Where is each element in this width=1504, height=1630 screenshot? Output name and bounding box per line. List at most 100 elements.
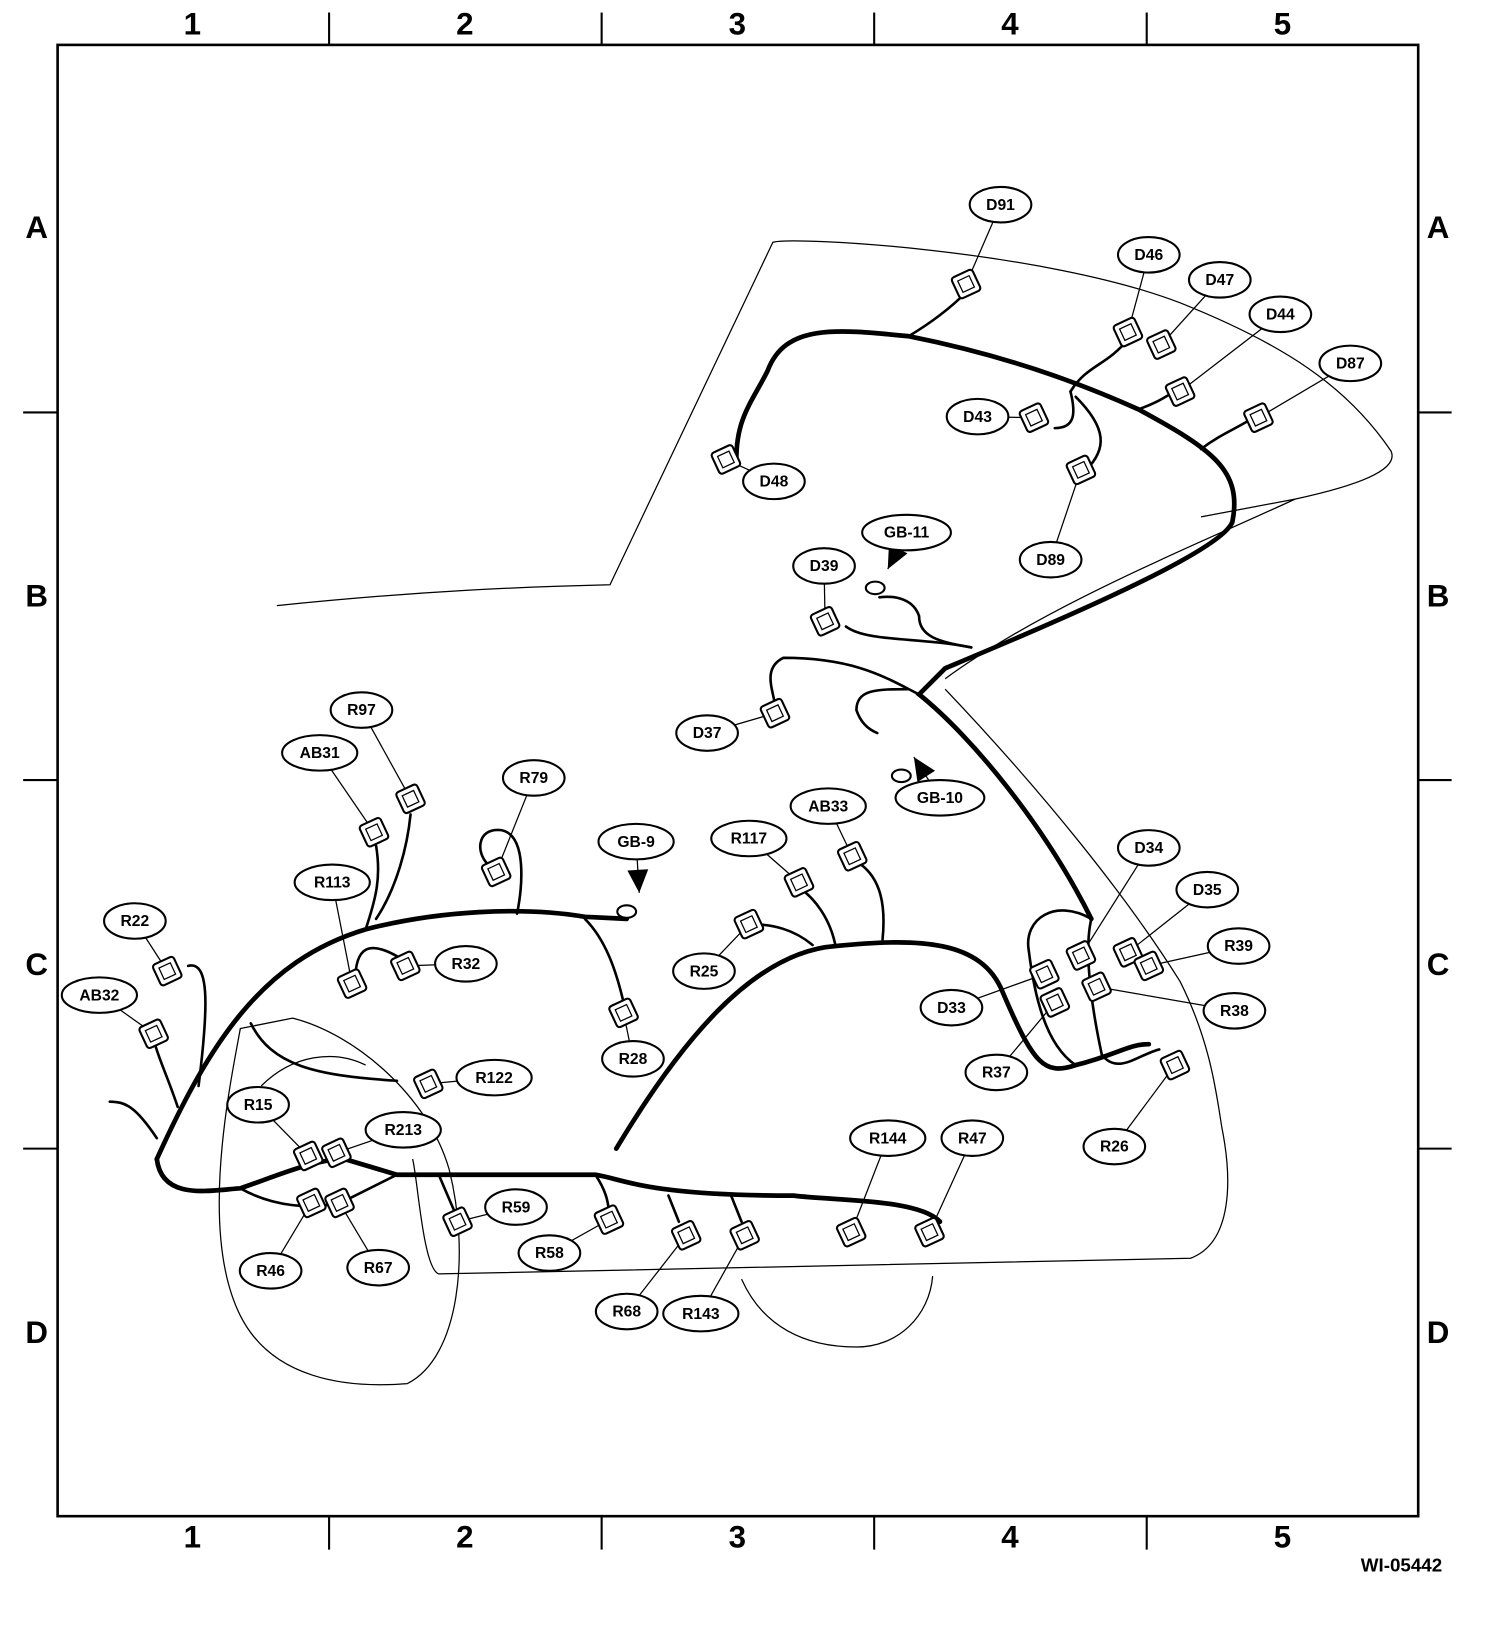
label-bubble: [675, 714, 739, 752]
label-bubble: [940, 1119, 1005, 1157]
connector-label: D47: [1205, 272, 1234, 289]
connector-face: [419, 1074, 438, 1094]
connector: D44: [1164, 295, 1313, 407]
label-bubble: [1206, 927, 1271, 965]
connector-label: GB-10: [917, 790, 963, 807]
label-bubble: [1175, 870, 1240, 909]
connector-face: [677, 1226, 696, 1245]
label-bubble: [1187, 261, 1252, 299]
connector: D43: [945, 397, 1050, 436]
connector-face: [1118, 943, 1138, 962]
connector-label: R113: [314, 875, 351, 892]
label-bubble: [501, 759, 566, 797]
connector-face: [842, 1223, 861, 1242]
connector: AB33: [789, 787, 868, 872]
label-bubble: [894, 778, 986, 817]
column-label: 2: [456, 6, 473, 41]
column-label: 1: [184, 1519, 201, 1554]
connector: D33: [919, 958, 1060, 1027]
connector-face: [1118, 322, 1138, 342]
connector-label: R39: [1224, 938, 1253, 955]
connector-label: D34: [1134, 840, 1163, 857]
connector-label: D91: [986, 197, 1015, 214]
label-bubble: [968, 185, 1033, 224]
connector-face: [302, 1193, 321, 1213]
connector-label: D46: [1134, 247, 1163, 264]
connector-label: R144: [869, 1130, 907, 1147]
connector-face: [1249, 408, 1268, 427]
label-bubble: [455, 1058, 533, 1097]
connector-face: [815, 612, 835, 631]
connector-label: R68: [612, 1304, 641, 1321]
connector: D39: [792, 547, 856, 637]
connector-label: R28: [619, 1051, 648, 1068]
connector: R79: [480, 759, 566, 888]
vehicle-outline: [218, 240, 1393, 1386]
connector: D46: [1112, 235, 1181, 348]
connector-face: [735, 1226, 754, 1245]
connector-face: [1139, 956, 1158, 976]
label-bubble: [226, 1085, 290, 1124]
connector-face: [739, 914, 759, 934]
label-bubble: [597, 822, 675, 861]
connector-label: D48: [760, 474, 789, 491]
row-label: B: [25, 579, 48, 614]
connector-label: D35: [1193, 882, 1222, 899]
connector-label: R79: [519, 770, 548, 787]
connector-label: AB31: [300, 745, 340, 762]
connector-label: R97: [347, 702, 376, 719]
connector-label: R47: [958, 1130, 987, 1147]
connector-label: R22: [121, 913, 150, 930]
connector-face: [789, 873, 809, 892]
connector-label: R213: [385, 1122, 423, 1139]
label-bubble: [1082, 1127, 1147, 1166]
connector-face: [1165, 1055, 1185, 1075]
connector-label: D87: [1336, 356, 1365, 373]
connector-label: D37: [693, 725, 722, 742]
label-bubble: [1116, 235, 1181, 274]
label-bubble: [789, 787, 867, 825]
connector-face: [843, 847, 862, 866]
connector: R97: [329, 691, 426, 815]
connector-label: R37: [982, 1065, 1011, 1082]
connector-label: R122: [475, 1070, 513, 1087]
connector: R59: [442, 1188, 548, 1237]
connector-label: GB-11: [884, 525, 930, 542]
label-bubble: [434, 945, 498, 983]
label-bubble: [1248, 295, 1313, 334]
label-bubble: [1202, 991, 1267, 1030]
connector-label: D33: [937, 1000, 966, 1017]
connector: GB-11: [861, 513, 952, 596]
connector-label: R59: [502, 1199, 531, 1216]
label-bubble: [60, 976, 139, 1014]
connector: AB32: [60, 976, 169, 1050]
connector: R46: [238, 1187, 327, 1290]
label-bubble: [238, 1251, 303, 1290]
connector: D34: [1065, 829, 1181, 971]
connector-face: [1035, 965, 1054, 984]
connector: D47: [1146, 261, 1252, 360]
column-label: 4: [1001, 1519, 1019, 1554]
connector: GB-10: [890, 756, 986, 817]
connector-face: [956, 274, 976, 294]
connector-label: R117: [731, 831, 768, 848]
label-bubble: [364, 1111, 442, 1149]
connector-face: [599, 1210, 619, 1229]
label-bubble: [517, 1234, 582, 1272]
figure-id: WI-05442: [1361, 1554, 1442, 1575]
label-bubble: [964, 1053, 1029, 1092]
connector-face: [144, 1024, 163, 1043]
connector: D37: [675, 697, 791, 752]
ground-terminal: [864, 580, 886, 596]
connector-label: R143: [682, 1306, 720, 1323]
connector-face: [716, 450, 736, 469]
arrow: [627, 869, 649, 893]
label-bubble: [792, 547, 856, 585]
connector-label: R25: [690, 963, 719, 980]
label-bubble: [484, 1188, 548, 1226]
label-bubble: [672, 952, 736, 990]
connector-face: [1024, 408, 1044, 427]
connector: R122: [413, 1058, 533, 1100]
column-label: 3: [729, 1519, 746, 1554]
column-label: 5: [1274, 1519, 1291, 1554]
